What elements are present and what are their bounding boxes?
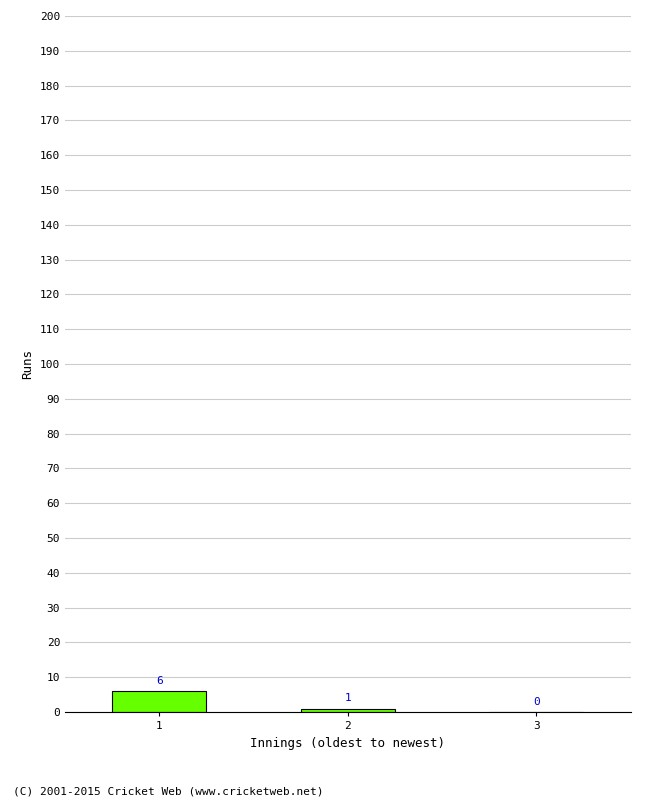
X-axis label: Innings (oldest to newest): Innings (oldest to newest) — [250, 737, 445, 750]
Text: 1: 1 — [344, 694, 351, 703]
Text: 6: 6 — [156, 676, 162, 686]
Y-axis label: Runs: Runs — [21, 349, 34, 379]
Bar — [112, 691, 207, 712]
Text: 0: 0 — [533, 697, 540, 706]
Text: (C) 2001-2015 Cricket Web (www.cricketweb.net): (C) 2001-2015 Cricket Web (www.cricketwe… — [13, 786, 324, 796]
Bar — [300, 709, 395, 712]
